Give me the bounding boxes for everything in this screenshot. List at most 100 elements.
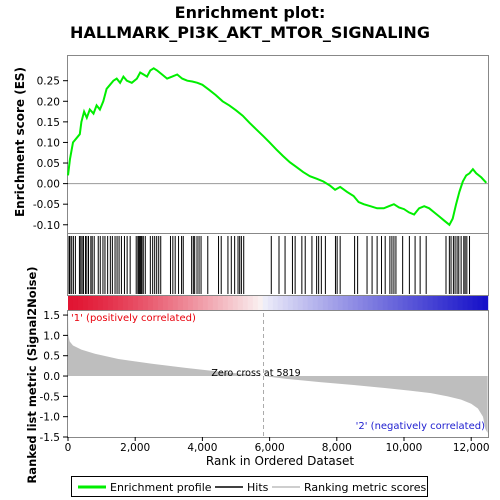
metric-ytick-label: -1.5 [40,432,61,444]
rank-strip-cell [412,296,419,312]
rank-strip-cell [482,296,489,312]
metric-ylabel: Ranked list metric (Signal2Noise) [25,266,39,483]
rank-strip-cell [72,296,79,312]
ranking-metric-area [68,311,488,433]
rank-strip-cell [197,296,204,312]
rank-strip-cell [77,296,84,312]
rank-strip-cell [172,296,179,312]
rank-strip-cell [332,296,339,312]
rank-strip-cell [347,296,354,312]
rank-strip-cell [247,296,254,312]
legend-frame [71,476,428,497]
metric-ytick-label: -0.5 [40,391,61,403]
rank-strip-cell [107,296,114,312]
rank-strip-cell [387,296,394,312]
legend-label-ranking: Ranking metric scores [304,481,426,494]
positive-class-label: '1' (positively correlated) [71,313,196,324]
rank-strip-cell [237,296,244,312]
rank-strip-cell [472,296,479,312]
rank-strip-cell [427,296,434,312]
rank-strip-cell [382,296,389,312]
x-tick-label: 8,000 [322,442,352,454]
rank-strip-cell [157,296,164,312]
rank-strip-cell [212,296,219,312]
rank-strip-cell [422,296,429,312]
x-tick-label: 12,000 [453,442,490,454]
rank-strip-cell [142,296,149,312]
rank-strip-cell [127,296,134,312]
enrichment-profile-line [67,67,488,227]
rank-strip-cell [242,296,249,312]
negative-class-label: '2' (negatively correlated) [356,421,485,432]
rank-strip-cell [232,296,239,312]
metric-ytick-label: -1.0 [40,412,61,424]
rank-strip-cell [162,296,169,312]
rank-strip-cell [322,296,329,312]
rank-strip-cell [187,296,194,312]
rank-strip-cell [462,296,469,312]
rank-strip-cell [407,296,414,312]
rank-strip-cell [342,296,349,312]
metric-ytick-label: 0.0 [43,371,60,383]
rank-strip-cell [267,296,274,312]
rank-strip-cell [447,296,454,312]
es-ytick-label: 0.25 [37,76,60,88]
es-panel: 0.25 0.20 0.15 0.10 0.05 0.00 -0.05 -0.10 [33,55,489,234]
rank-strip-cell [272,296,279,312]
rank-strip-cell [167,296,174,312]
rank-strip-cell [307,296,314,312]
x-tick-label: 2,000 [120,442,150,454]
rank-strip-cell [68,296,74,312]
rank-strip-cell [437,296,444,312]
legend: Enrichment profile Hits Ranking metric s… [71,476,428,497]
es-ytick-label: 0.10 [37,137,60,149]
rank-strip-cell [207,296,214,312]
rank-strip-cell [327,296,334,312]
rank-strip-cell [477,296,484,312]
rank-strip-cell [282,296,289,312]
rank-strip-cell [452,296,459,312]
rank-strip-cell [152,296,159,312]
rank-strip-cell [402,296,409,312]
rank-strip-cell [312,296,319,312]
zero-cross-label: Zero cross at 5819 [211,368,300,379]
rank-strip-cell [392,296,399,312]
x-tick-label: 10,000 [386,442,423,454]
rank-strip-cell [92,296,99,312]
chart-title-line1: Enrichment plot: [175,3,326,22]
rank-strip-cell [357,296,364,312]
rank-strip-cell [262,296,269,312]
x-axis: 0 2,000 4,000 6,000 8,000 10,000 12,000 [65,437,490,454]
rank-strip-cell [352,296,359,312]
legend-label-hits: Hits [247,481,269,494]
rank-strip-cell [467,296,474,312]
rank-strip-cell [397,296,404,312]
metric-y-axis: 1.5 1.0 0.5 0.0 -0.5 -1.0 -1.5 [40,310,68,444]
rank-strip-cell [302,296,309,312]
es-ytick-label: 0.15 [37,117,60,129]
rank-strip-cell [177,296,184,312]
hits-panel [67,233,489,312]
rank-strip-cell [277,296,284,312]
rank-strip-cell [317,296,324,312]
rank-strip-cell [442,296,449,312]
rank-color-strip [68,296,489,312]
rank-strip-cell [112,296,119,312]
rank-strip-cell [102,296,109,312]
metric-ytick-label: 1.0 [43,330,60,342]
metric-panel: 1.5 1.0 0.5 0.0 -0.5 -1.0 -1.5 0 2,000 4,000 6,00… [40,310,490,454]
rank-strip-cell [457,296,464,312]
rank-strip-cell [192,296,199,312]
metric-ytick-label: 1.5 [43,310,60,322]
rank-strip-cell [417,296,424,312]
es-ytick-label: -0.10 [33,220,60,232]
rank-strip-cell [222,296,229,312]
chart-title-line2: HALLMARK_PI3K_AKT_MTOR_SIGNALING [70,23,430,42]
legend-label-enrichment: Enrichment profile [110,481,212,494]
es-ytick-label: -0.05 [33,199,60,211]
rank-strip-cell [147,296,154,312]
rank-strip-cell [292,296,299,312]
rank-strip-cell [362,296,369,312]
rank-strip-cell [252,296,259,312]
rank-strip-cell [337,296,344,312]
